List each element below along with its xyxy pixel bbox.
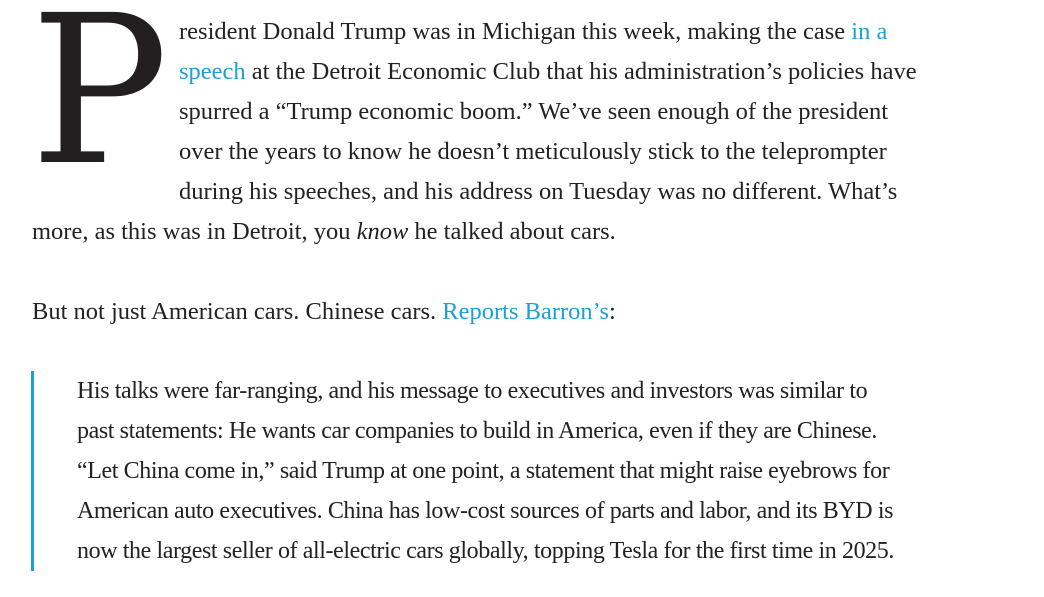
text-line: past statements: He wants car companies …: [77, 411, 877, 451]
text-segment: now the largest seller of all-electric c…: [77, 538, 894, 564]
text-line: now the largest seller of all-electric c…: [77, 531, 894, 571]
text-line: “Let China come in,” said Trump at one p…: [77, 451, 890, 491]
text-segment: during his speeches, and his address on …: [179, 178, 898, 205]
text-segment: over the years to know he doesn’t meticu…: [179, 138, 887, 165]
text-line: But not just American cars. Chinese cars…: [32, 292, 616, 332]
inline-link[interactable]: in a: [851, 18, 888, 45]
text-line: American auto executives. China has low-…: [77, 491, 893, 531]
text-segment: :: [609, 298, 616, 325]
text-segment: spurred a “Trump economic boom.” We’ve s…: [179, 98, 889, 125]
inline-link[interactable]: Reports Barron’s: [442, 298, 609, 325]
text-segment: resident Donald Trump was in Michigan th…: [179, 18, 852, 45]
text-segment: he talked about cars.: [408, 218, 616, 245]
text-segment: more, as this was in Detroit, you: [32, 218, 357, 245]
text-line: resident Donald Trump was in Michigan th…: [179, 12, 887, 52]
text-segment: American auto executives. China has low-…: [77, 498, 894, 524]
text-line: spurred a “Trump economic boom.” We’ve s…: [179, 92, 888, 132]
text-line: more, as this was in Detroit, you know h…: [32, 212, 616, 252]
text-segment: “Let China come in,” said Trump at one p…: [77, 458, 890, 484]
text-line: His talks were far-ranging, and his mess…: [77, 371, 868, 411]
inline-link[interactable]: speech: [179, 58, 246, 85]
emphasis-text: know: [356, 218, 409, 245]
drop-cap: P: [30, 0, 169, 211]
text-line: speech at the Detroit Economic Club that…: [179, 52, 917, 92]
text-segment: His talks were far-ranging, and his mess…: [77, 378, 868, 404]
text-segment: But not just American cars. Chinese cars…: [32, 298, 443, 325]
blockquote-bar: [31, 371, 34, 571]
text-segment: at the Detroit Economic Club that his ad…: [245, 58, 917, 85]
text-line: during his speeches, and his address on …: [179, 172, 897, 212]
text-segment: past statements: He wants car companies …: [77, 418, 878, 444]
text-line: over the years to know he doesn’t meticu…: [179, 132, 887, 172]
